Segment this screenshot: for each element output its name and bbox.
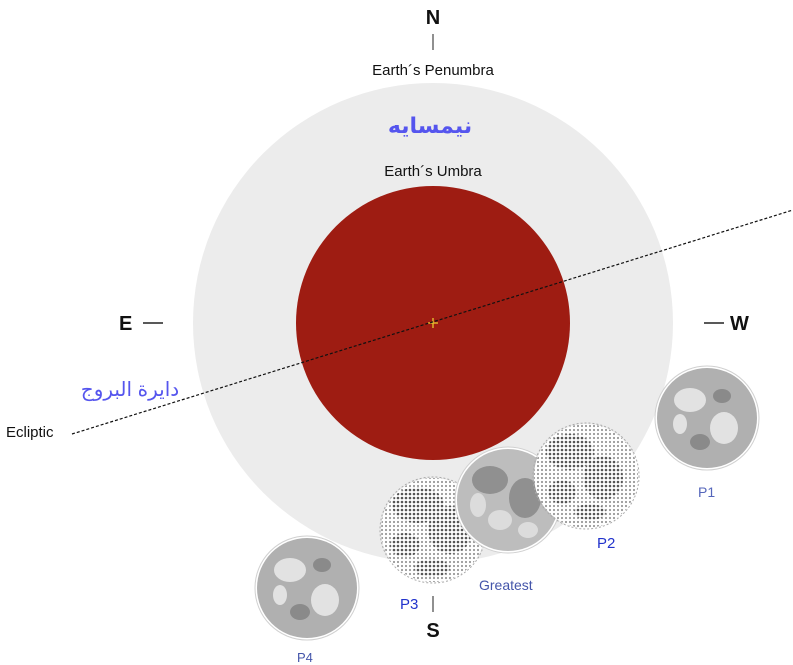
- phase-p4-label: P4: [297, 650, 313, 665]
- west-label: W: [730, 313, 749, 335]
- phase-greatest-label: Greatest: [479, 577, 533, 593]
- south-label: S: [426, 620, 439, 642]
- phase-p2-label: P2: [597, 535, 615, 552]
- phase-p3-label: P3: [400, 596, 418, 613]
- penumbra-label: Earth´s Penumbra: [372, 62, 494, 79]
- north-label: N: [426, 7, 440, 29]
- ecliptic-line: [71, 209, 793, 435]
- ecliptic-label: Ecliptic: [6, 424, 54, 441]
- phase-p1-label: P1: [698, 484, 715, 500]
- umbra-label: Earth´s Umbra: [384, 163, 482, 180]
- moon-p1: [654, 365, 760, 471]
- east-label: E: [119, 313, 132, 335]
- moon-p4: [254, 535, 360, 641]
- moon-p2: [532, 422, 640, 530]
- center-mark: [428, 318, 438, 328]
- ecliptic-label-ar: دايرة البروج: [81, 379, 179, 401]
- penumbra-label-fa: نیمسایه: [388, 113, 472, 138]
